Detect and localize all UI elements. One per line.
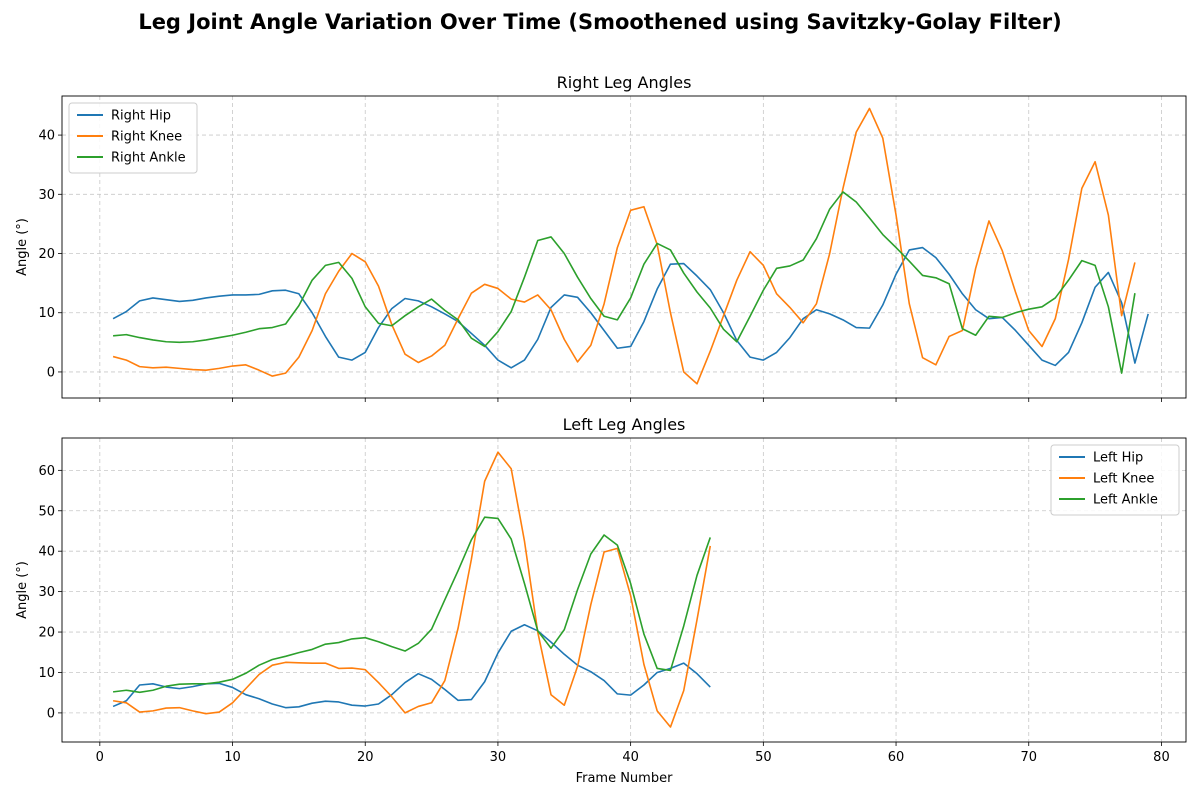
subplot-title: Right Leg Angles [557,73,692,92]
y-tick-label: 20 [38,626,55,641]
y-tick-label: 10 [38,666,55,681]
legend: Right Hip Right Knee Right Ankle [68,102,198,174]
legend-label: Left Knee [1093,472,1154,487]
y-axis-label: Angle (°) [15,561,30,619]
x-tick-label: 10 [224,750,241,765]
legend-box [68,102,198,174]
legend-label: Left Ankle [1093,493,1158,508]
series-line-right-knee [112,107,1136,385]
y-tick-label: 60 [38,464,55,479]
y-tick-label: 30 [38,188,55,203]
x-tick-label: 50 [755,750,772,765]
x-tick-label: 30 [490,750,507,765]
y-tick-label: 30 [38,585,55,600]
y-tick-label: 40 [38,545,55,560]
plot-frame [61,95,1187,399]
legend-label: Left Hip [1093,451,1143,466]
x-axis-label: Frame Number [576,771,674,786]
figure-title: Leg Joint Angle Variation Over Time (Smo… [138,10,1062,34]
x-tick-label: 0 [96,750,104,765]
y-tick-label: 50 [38,504,55,519]
legend-box [1050,444,1180,516]
legend: Left Hip Left Knee Left Ankle [1050,444,1180,516]
y-tick-label: 10 [38,306,55,321]
legend-label: Right Ankle [111,151,186,166]
x-tick-label: 80 [1153,750,1170,765]
y-axis-label: Angle (°) [15,218,30,276]
y-tick-label: 0 [47,706,55,721]
series-line-right-hip [112,246,1149,369]
series-line-left-ankle [112,516,712,694]
x-tick-label: 60 [888,750,905,765]
y-tick-label: 20 [38,247,55,262]
x-tick-label: 70 [1020,750,1037,765]
right-leg-panel: 0 10 20 30 40 Right Leg Angles Angle (°) Right … [15,73,1187,402]
series-line-right-ankle [113,191,1136,374]
legend-label: Right Hip [111,109,171,124]
x-tick-label: 40 [622,750,639,765]
series-line-left-hip [112,623,711,709]
x-tick-label: 20 [357,750,374,765]
series-line-left-knee [112,451,712,728]
subplot-title: Left Leg Angles [563,415,686,434]
legend-label: Right Knee [111,130,182,145]
y-tick-label: 40 [38,129,55,144]
plot-frame [61,437,1187,743]
y-tick-label: 0 [47,365,55,380]
left-leg-panel: 0 10 20 30 40 50 60 70 80 0 10 20 30 40 50 60 Left Leg A… [15,415,1187,786]
